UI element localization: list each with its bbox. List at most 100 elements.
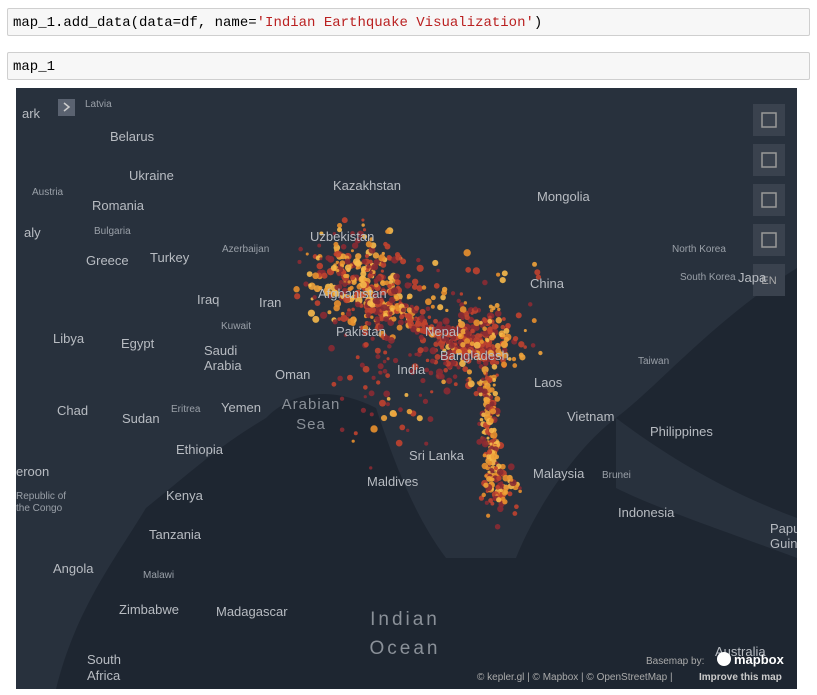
earthquake-point	[436, 321, 443, 328]
earthquake-point	[336, 271, 342, 277]
earthquake-point	[411, 278, 419, 286]
earthquake-point	[491, 306, 496, 311]
map-control[interactable]	[753, 104, 785, 136]
earthquake-point	[365, 312, 372, 319]
earthquake-point	[494, 396, 501, 402]
place-label: Iraq	[197, 292, 219, 307]
earthquake-point	[483, 360, 489, 367]
earthquake-point	[446, 349, 453, 356]
control-icon	[761, 232, 777, 248]
earthquake-point	[369, 270, 373, 275]
earthquake-point	[383, 390, 391, 398]
earthquake-point	[378, 254, 386, 262]
earthquake-point	[335, 260, 340, 265]
earthquake-point	[443, 361, 447, 366]
place-label: Ocean	[370, 638, 441, 659]
earthquake-point	[441, 286, 448, 293]
improve-link[interactable]: Improve this map	[699, 672, 782, 683]
earthquake-point	[486, 338, 490, 342]
earthquake-point	[339, 291, 344, 296]
earthquake-point	[494, 523, 501, 530]
earthquake-point	[360, 407, 367, 413]
earthquake-point	[379, 399, 386, 407]
earthquake-point	[419, 308, 426, 315]
earthquake-point	[376, 380, 381, 385]
earthquake-point	[460, 354, 467, 361]
earthquake-point	[350, 275, 356, 281]
earthquake-point	[448, 342, 455, 349]
earthquake-point	[501, 347, 508, 353]
earthquake-point	[378, 370, 383, 375]
earthquake-point	[471, 352, 476, 356]
earthquake-point	[383, 241, 388, 247]
earthquake-point	[463, 301, 468, 305]
earthquake-point	[378, 315, 385, 322]
earthquake-point	[482, 318, 488, 324]
earthquake-point	[387, 283, 392, 289]
earthquake-point	[473, 319, 481, 327]
earthquake-point	[455, 348, 462, 356]
map-control[interactable]	[753, 144, 785, 176]
earthquake-point	[374, 316, 381, 323]
earthquake-point	[433, 318, 438, 324]
earthquake-point	[409, 368, 416, 375]
earthquake-point	[459, 302, 465, 308]
earthquake-point	[477, 296, 482, 300]
earthquake-point	[382, 368, 388, 374]
place-label: Oman	[275, 367, 310, 382]
earthquake-point	[341, 217, 348, 224]
earthquake-point	[424, 367, 430, 373]
place-label: Angola	[53, 561, 94, 576]
earthquake-point	[382, 359, 387, 364]
earthquake-point	[490, 501, 495, 506]
earthquake-point	[460, 328, 467, 335]
earthquake-point	[387, 336, 395, 344]
earthquake-point	[406, 428, 410, 433]
earthquake-point	[494, 342, 501, 349]
earthquake-point	[428, 326, 432, 331]
earthquake-point	[428, 370, 434, 376]
earthquake-point	[369, 466, 373, 470]
earthquake-point	[473, 341, 481, 349]
earthquake-point	[386, 255, 392, 261]
map-control[interactable]	[753, 184, 785, 216]
earthquake-point	[441, 354, 448, 362]
map-control[interactable]	[753, 224, 785, 256]
earthquake-point	[354, 260, 362, 267]
place-label: Saudi	[204, 343, 237, 358]
earthquake-point	[351, 307, 355, 312]
earthquake-point	[390, 307, 394, 311]
earthquake-point	[486, 513, 491, 518]
side-panel-toggle[interactable]	[58, 99, 75, 116]
mapbox-logo-icon	[717, 652, 731, 666]
map[interactable]: EN Latvia ark Belarus Ukraine Austria Romania…	[16, 88, 797, 689]
place-label: Iran	[259, 295, 281, 310]
earthquake-point	[374, 279, 378, 284]
earthquake-point	[395, 439, 403, 447]
place-label: Yemen	[221, 400, 261, 415]
earthquake-point	[366, 264, 371, 269]
earthquake-point	[479, 339, 484, 344]
earthquake-point	[486, 453, 492, 460]
earthquake-point	[399, 314, 405, 320]
earthquake-point	[363, 385, 368, 390]
earthquake-point	[386, 396, 391, 401]
language-label: EN	[761, 275, 776, 287]
earthquake-point	[505, 322, 511, 329]
earthquake-point	[489, 395, 494, 400]
earthquake-point	[370, 336, 375, 341]
place-label: Nepal	[425, 324, 459, 339]
earthquake-point	[338, 280, 344, 285]
earthquake-point	[391, 287, 399, 295]
code-cell[interactable]: map_1.add_data(data=df, name='Indian Ear…	[7, 8, 810, 36]
earthquake-point	[494, 303, 500, 308]
earthquake-point	[492, 383, 496, 387]
earthquake-point	[327, 255, 335, 263]
code-cell[interactable]: map_1	[7, 52, 810, 80]
map-control[interactable]	[753, 264, 785, 296]
earthquake-point	[507, 357, 512, 361]
earthquake-point	[503, 327, 510, 334]
earthquake-point	[492, 497, 496, 501]
earthquake-point	[351, 279, 357, 285]
earthquake-point	[495, 317, 502, 324]
